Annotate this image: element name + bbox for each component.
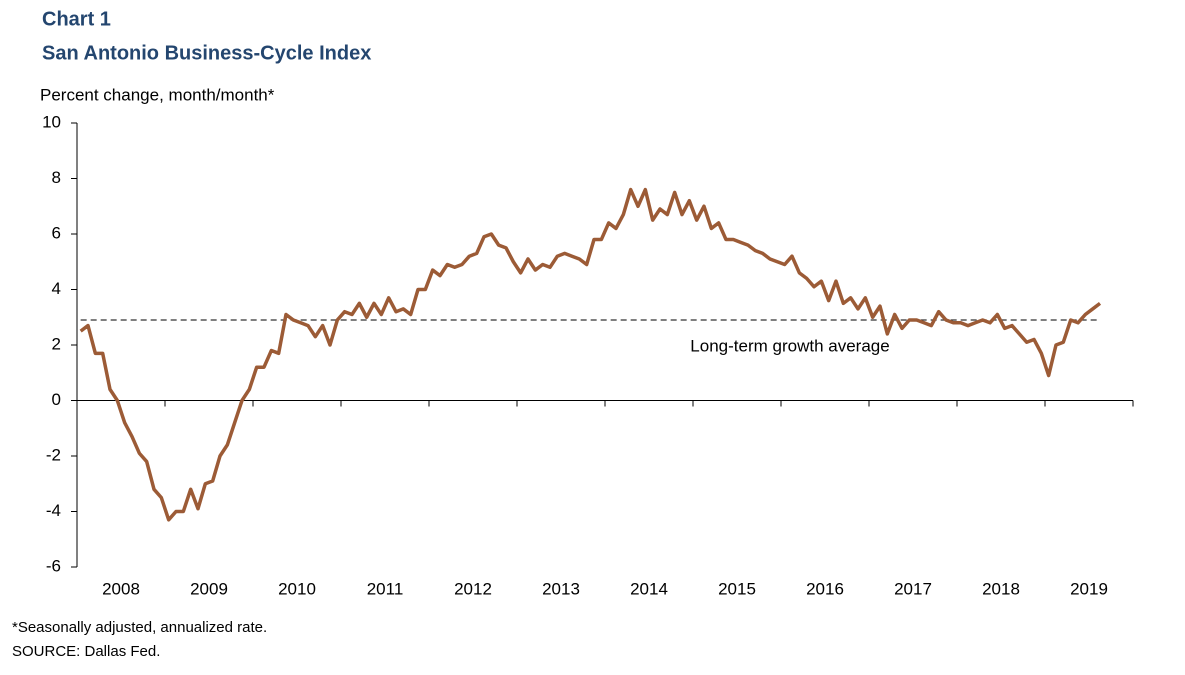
chart-subtitle: San Antonio Business-Cycle Index xyxy=(42,42,371,64)
y-tick-label: 0 xyxy=(52,390,61,409)
x-tick-label: 2019 xyxy=(1070,579,1108,598)
x-tick-label: 2016 xyxy=(806,579,844,598)
x-tick-label: 2017 xyxy=(894,579,932,598)
x-tick-label: 2011 xyxy=(367,579,404,598)
y-tick-label: -2 xyxy=(46,445,61,464)
x-tick-label: 2008 xyxy=(102,579,140,598)
y-tick-label: -4 xyxy=(46,501,61,520)
y-tick-label: 6 xyxy=(52,223,61,242)
x-tick-label: 2015 xyxy=(718,579,756,598)
y-tick-label: 4 xyxy=(52,279,61,298)
y-tick-label: 2 xyxy=(52,334,61,353)
y-axis-title: Percent change, month/month* xyxy=(40,85,275,104)
source: SOURCE: Dallas Fed. xyxy=(12,643,160,660)
x-tick-label: 2014 xyxy=(630,579,668,598)
x-tick-label: 2012 xyxy=(454,579,492,598)
x-tick-label: 2013 xyxy=(542,579,580,598)
x-tick-label: 2018 xyxy=(982,579,1020,598)
y-tick-label: -6 xyxy=(46,556,61,575)
reference-label: Long-term growth average xyxy=(690,336,889,355)
chart-title: Chart 1 xyxy=(42,8,111,30)
y-tick-label: 8 xyxy=(52,168,61,187)
data-line xyxy=(79,187,1102,522)
y-tick-label: 10 xyxy=(42,112,61,131)
footnote: *Seasonally adjusted, annualized rate. xyxy=(12,619,267,636)
x-tick-label: 2010 xyxy=(278,579,316,598)
x-tick-label: 2009 xyxy=(190,579,228,598)
